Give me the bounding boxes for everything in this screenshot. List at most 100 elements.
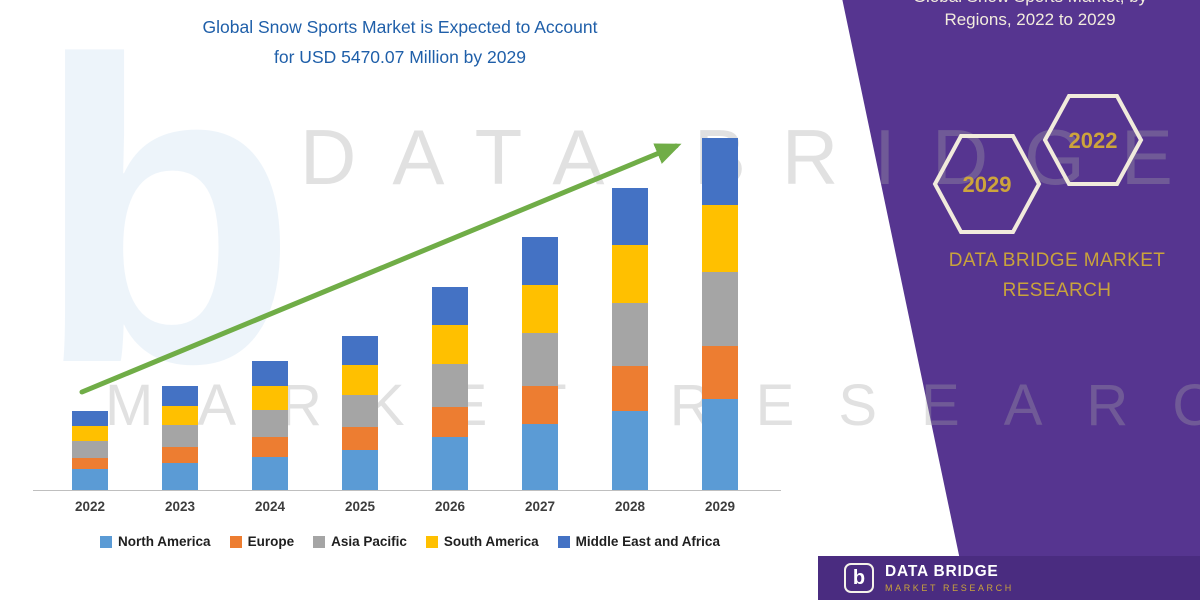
bar-segment-2023-europe [162, 447, 198, 463]
footer-logo-letter: b [852, 566, 866, 589]
bar-segment-2025-middle-east-and-africa [342, 336, 378, 366]
bar-segment-2027-middle-east-and-africa [522, 237, 558, 286]
stacked-bar-2025 [342, 336, 378, 490]
bar-slot-2028 [585, 130, 675, 490]
band-caption-clipped-line: Global Snow Sports Market, by [868, 0, 1192, 7]
band-brand-line2: RESEARCH [1002, 280, 1112, 301]
bar-segment-2026-asia-pacific [432, 363, 468, 407]
x-axis-label-2028: 2028 [614, 499, 646, 514]
bar-segment-2026-south-america [432, 325, 468, 364]
hexagon-2029-label: 2029 [963, 172, 1012, 197]
legend-item-middle-east-and-africa: Middle East and Africa [557, 534, 720, 549]
legend-label-asia-pacific: Asia Pacific [331, 534, 407, 549]
bar-segment-2026-europe [432, 406, 468, 438]
x-axis-label-2024: 2024 [254, 499, 286, 514]
bar-segment-2028-middle-east-and-africa [612, 187, 648, 246]
bar-slot-2022 [45, 130, 135, 490]
bar-slot-2023 [135, 130, 225, 490]
legend-item-north-america: North America [100, 534, 211, 549]
bar-segment-2022-middle-east-and-africa [72, 410, 108, 426]
legend-swatch-north-america [100, 535, 113, 548]
bar-segment-2025-asia-pacific [342, 394, 378, 427]
hexagon-badges: 2029 2022 [932, 94, 1144, 234]
bar-segment-2029-europe [702, 345, 738, 399]
bar-segment-2027-europe [522, 386, 558, 425]
bar-segment-2023-south-america [162, 405, 198, 426]
stacked-bar-2026 [432, 286, 468, 490]
band-brand: DATA BRIDGE MARKET RESEARCH [928, 246, 1186, 306]
chart-area: 2022 2023 2024 2025 2026 2027 2028 2029 North A… [33, 130, 781, 600]
stacked-bar-2024 [252, 361, 288, 490]
legend-label-middle-east-and-africa: Middle East and Africa [575, 534, 720, 549]
stacked-bar-2027 [522, 237, 558, 490]
x-axis-label-2023: 2023 [164, 499, 196, 514]
bar-slot-2026 [405, 130, 495, 490]
hexagon-2022-outline [1042, 94, 1144, 186]
bar-slot-2029 [675, 130, 765, 490]
bar-segment-2024-middle-east-and-africa [252, 361, 288, 386]
bar-segment-2028-europe [612, 366, 648, 412]
bar-segment-2026-middle-east-and-africa [432, 286, 468, 326]
bar-segment-2027-north-america [522, 424, 558, 490]
chart-title-line1: Global Snow Sports Market is Expected to… [202, 17, 598, 37]
bar-segment-2022-europe [72, 457, 108, 470]
band-caption: Global Snow Sports Market, by Regions, 2… [868, 0, 1192, 46]
legend: North America Europe Asia Pacific South Ame… [15, 534, 805, 549]
bar-segment-2022-north-america [72, 469, 108, 490]
band-caption-line: Regions, 2022 to 2029 [944, 10, 1116, 29]
x-axis-label-2022: 2022 [74, 499, 106, 514]
footer-logo-icon: b [844, 563, 874, 593]
x-axis-line [33, 490, 781, 491]
bar-segment-2029-asia-pacific [702, 271, 738, 346]
bar-segment-2025-north-america [342, 450, 378, 490]
bar-segment-2026-north-america [432, 437, 468, 490]
legend-label-north-america: North America [118, 534, 211, 549]
hexagon-2022-label: 2022 [1069, 128, 1118, 153]
stacked-bar-2022 [72, 410, 108, 490]
hexagon-2029-outline [932, 134, 1042, 234]
chart-title: Global Snow Sports Market is Expected to… [0, 12, 800, 72]
bar-segment-2023-asia-pacific [162, 425, 198, 448]
band-brand-line1: DATA BRIDGE MARKET [948, 250, 1166, 271]
footer-brand-name: DATA BRIDGE [885, 563, 999, 580]
bar-segment-2024-north-america [252, 456, 288, 490]
bar-segment-2024-south-america [252, 385, 288, 411]
bar-segment-2023-middle-east-and-africa [162, 385, 198, 406]
legend-label-europe: Europe [247, 534, 295, 549]
stacked-bar-2028 [612, 187, 648, 490]
legend-swatch-south-america [425, 535, 438, 548]
bar-segment-2025-south-america [342, 365, 378, 395]
stacked-bar-2029 [702, 138, 738, 490]
bar-slot-2027 [495, 130, 585, 490]
bar-slot-2025 [315, 130, 405, 490]
bar-segment-2024-asia-pacific [252, 410, 288, 438]
bar-segment-2022-south-america [72, 425, 108, 441]
x-axis-label-2025: 2025 [344, 499, 376, 514]
footer-brand-sub: MARKET RESEARCH [885, 583, 1014, 593]
footer-logo-strip: b DATA BRIDGE MARKET RESEARCH [818, 556, 1200, 600]
x-axis-label-2026: 2026 [434, 499, 466, 514]
bar-segment-2028-south-america [612, 245, 648, 303]
legend-item-south-america: South America [425, 534, 539, 549]
x-axis-label-2027: 2027 [524, 499, 556, 514]
chart-title-line2: for USD 5470.07 Million by 2029 [274, 47, 526, 67]
bar-slot-2024 [225, 130, 315, 490]
legend-label-south-america: South America [443, 534, 539, 549]
x-axis-label-2029: 2029 [704, 499, 736, 514]
bar-segment-2029-north-america [702, 398, 738, 490]
x-axis-labels: 2022 2023 2024 2025 2026 2027 2028 2029 [45, 499, 765, 514]
bar-segment-2029-middle-east-and-africa [702, 138, 738, 205]
stacked-bar-2023 [162, 385, 198, 490]
bar-segment-2027-south-america [522, 285, 558, 334]
legend-item-asia-pacific: Asia Pacific [313, 534, 407, 549]
bar-segment-2025-europe [342, 426, 378, 450]
bar-segment-2028-north-america [612, 411, 648, 490]
legend-swatch-middle-east-and-africa [557, 535, 570, 548]
bar-segment-2023-north-america [162, 462, 198, 490]
bar-segment-2027-asia-pacific [522, 333, 558, 387]
footer-brand: DATA BRIDGE MARKET RESEARCH [885, 563, 1014, 593]
legend-swatch-europe [229, 535, 242, 548]
bar-segment-2028-asia-pacific [612, 302, 648, 367]
bars-row [45, 130, 765, 490]
